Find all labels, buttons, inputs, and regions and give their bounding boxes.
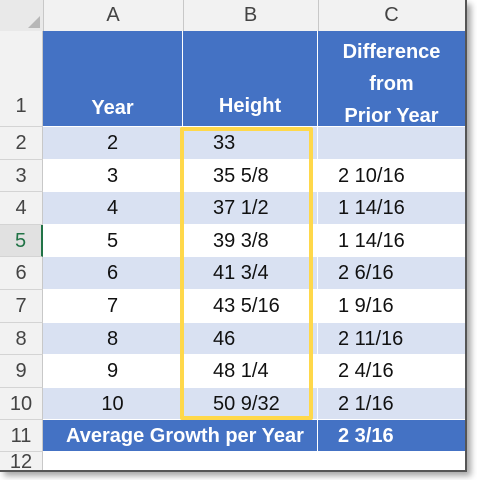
height-cell[interactable]: 43 5/16 xyxy=(183,290,318,323)
year-cell[interactable]: 8 xyxy=(43,322,183,356)
spreadsheet-window: A B C 1 Year Height Difference from Prio… xyxy=(0,0,467,472)
row-header-11[interactable]: 11 xyxy=(0,420,43,452)
column-header-b[interactable]: B xyxy=(183,0,319,31)
difference-cell[interactable]: 2 4/16 xyxy=(318,355,465,388)
year-cell[interactable]: 4 xyxy=(43,192,183,225)
row-header-3[interactable]: 3 xyxy=(0,159,43,193)
row-header-1[interactable]: 1 xyxy=(0,31,43,127)
row-header-9[interactable]: 9 xyxy=(0,355,43,388)
year-cell[interactable]: 6 xyxy=(43,257,183,290)
row-header-8[interactable]: 8 xyxy=(0,322,43,356)
difference-cell[interactable] xyxy=(318,127,465,160)
year-cell[interactable]: 9 xyxy=(43,355,183,388)
row-header-5[interactable]: 5 xyxy=(0,224,43,258)
select-all-triangle-icon xyxy=(28,16,40,28)
row-header-4[interactable]: 4 xyxy=(0,192,43,225)
difference-cell[interactable]: 1 9/16 xyxy=(318,290,465,323)
header-year-text: Year xyxy=(91,97,134,119)
year-cell[interactable]: 10 xyxy=(43,387,183,421)
header-difference-line3: Prior Year xyxy=(344,105,439,127)
height-cell[interactable]: 41 3/4 xyxy=(183,257,318,290)
difference-cell[interactable]: 2 10/16 xyxy=(318,159,465,193)
year-cell[interactable]: 3 xyxy=(43,159,183,193)
header-difference-line2: from xyxy=(369,73,414,95)
total-label-cell[interactable]: Average Growth per Year xyxy=(43,420,318,452)
height-cell[interactable]: 50 9/32 xyxy=(183,387,318,421)
select-all-button[interactable] xyxy=(0,0,44,31)
header-difference-line1: Difference xyxy=(342,41,441,63)
year-cell[interactable]: 5 xyxy=(43,224,183,258)
total-value-cell[interactable]: 2 3/16 xyxy=(318,420,465,452)
row-header-10[interactable]: 10 xyxy=(0,387,43,421)
header-difference-cell[interactable]: Difference from Prior Year xyxy=(318,31,465,127)
difference-cell[interactable]: 1 14/16 xyxy=(318,224,465,258)
height-cell[interactable]: 39 3/8 xyxy=(183,224,318,258)
header-year-cell[interactable]: Year xyxy=(43,31,183,127)
column-header-row: A B C xyxy=(0,0,465,32)
row-header-6[interactable]: 6 xyxy=(0,257,43,290)
row-header-2[interactable]: 2 xyxy=(0,127,43,160)
row-header-7[interactable]: 7 xyxy=(0,290,43,323)
difference-cell[interactable]: 2 11/16 xyxy=(318,322,465,356)
header-height-text: Height xyxy=(218,95,282,117)
height-cell[interactable]: 35 5/8 xyxy=(183,159,318,193)
height-cell[interactable]: 48 1/4 xyxy=(183,355,318,388)
row-header-12[interactable]: 12 xyxy=(0,452,43,470)
difference-cell[interactable]: 2 1/16 xyxy=(318,387,465,421)
difference-cell[interactable]: 1 14/16 xyxy=(318,192,465,225)
header-height-cell[interactable]: Height xyxy=(183,31,318,127)
column-header-c[interactable]: C xyxy=(384,4,399,26)
year-cell[interactable]: 2 xyxy=(43,127,183,160)
difference-cell[interactable]: 2 6/16 xyxy=(318,257,465,290)
height-cell[interactable]: 33 xyxy=(183,127,318,160)
height-cell[interactable]: 46 xyxy=(183,322,318,356)
column-header-a[interactable]: A xyxy=(43,0,184,31)
height-cell[interactable]: 37 1/2 xyxy=(183,192,318,225)
year-cell[interactable]: 7 xyxy=(43,290,183,323)
